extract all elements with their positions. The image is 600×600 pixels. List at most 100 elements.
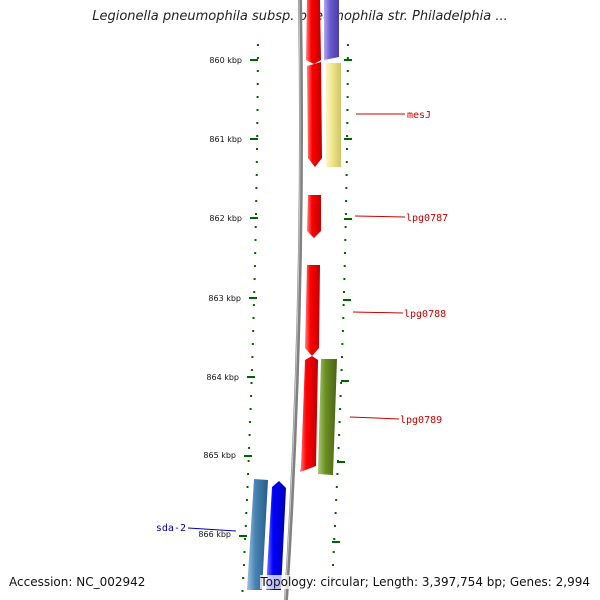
ruler-dot [346,57,349,59]
kbp-scale: 860 kbp 861 kbp 862 kbp 863 kbp 864 kbp … [198,56,258,539]
ruler-dot [256,122,259,124]
ruler-dot [336,473,339,475]
kbp-tick [239,535,247,537]
ruler-dot [256,96,259,98]
ruler-dot [342,304,345,306]
ruler-dot [256,70,259,72]
ruler-dot [242,577,245,579]
gene-feature-mesJ[interactable] [307,62,322,167]
ruler-dot [247,460,250,462]
gene-feature-steelblue[interactable] [247,479,268,590]
ruler-dot [344,226,347,228]
ruler-dot [250,382,253,384]
ruler-dot [251,343,254,345]
ruler-dot [332,564,334,566]
ruler-dot [256,148,258,150]
features [247,0,341,590]
ruler-dot [338,421,341,423]
ruler-dot [255,200,258,202]
ruler-dot [250,395,253,397]
ruler-dot [252,330,255,332]
ruler-dot [346,109,349,111]
gene-label-lpg0787[interactable]: lpg0787 [406,213,448,224]
ruler-dot [339,408,342,410]
ruler-dot [346,122,349,124]
kbp-label: 862 kbp [209,214,242,223]
ruler-dot [255,213,257,215]
ruler-dot [255,161,258,163]
ruler-dot [345,174,348,176]
ruler-dot [254,239,257,241]
backbone-line [284,0,304,600]
ruler-dot [346,148,348,150]
gene-label-sda-2[interactable]: sda-2 [156,523,186,534]
backbone-line-highlight [284,0,301,600]
ruler-dot [253,278,256,280]
ruler-dot [256,109,259,111]
ruler-dot [246,486,249,488]
ruler-dot [346,70,349,72]
ruler-dot [337,447,340,449]
gene-feature-purple[interactable] [324,0,339,60]
ruler-dot [244,525,247,527]
ruler-dot [345,187,348,189]
ruler-dot [250,369,253,371]
kbp-label: 866 kbp [198,530,231,539]
ruler-dot [249,421,252,423]
gene-feature-red[interactable] [306,0,321,64]
ruler-dot [341,330,344,332]
ruler-dot [253,265,256,267]
ruler-dot [254,252,257,254]
accession-text: Accession: NC_002942 [9,575,146,589]
ruler-dot [343,291,345,293]
ruler-dot [346,83,349,85]
ruler-dot [248,434,251,436]
ruler-dot [346,96,349,98]
ruler-dot [341,356,343,358]
ruler-dot [344,239,347,241]
ruler-dot [345,161,348,163]
ruler-dot [245,499,248,501]
ruler-dot [341,343,344,345]
ruler-dot [256,44,259,46]
ruler-dot [343,265,346,267]
kbp-tick [244,455,252,457]
kbp-tick [250,59,258,61]
ruler-dot [252,317,255,319]
kbp-tick [249,297,257,299]
genome-stats-text: Topology: circular; Length: 3,397,754 bp… [260,575,590,589]
ruler-dot [346,135,349,137]
ruler-dot [241,590,244,592]
ruler-dot [335,486,338,488]
ruler-dot [256,57,259,59]
gene-feature-sda-2[interactable] [266,481,286,590]
ruler-dot [332,551,335,553]
gene-label-mesJ[interactable]: mesJ [407,110,431,121]
ruler-dot [255,187,258,189]
ruler-dot [243,551,246,553]
ruler-dot [252,304,255,306]
ruler-dot [334,512,337,514]
ruler-dot [249,408,252,410]
ruler-dot [247,473,250,475]
gene-feature-khaki[interactable] [326,63,341,167]
kbp-tick [250,138,258,140]
ruler-dot [338,434,341,436]
gene-labels: mesJ lpg0787 lpg0788 lpg0789 sda-2 [156,110,448,534]
ruler-dot [346,44,349,46]
kbp-label: 863 kbp [208,294,241,303]
kbp-label: 864 kbp [206,373,239,382]
ruler-dot [254,226,257,228]
gene-label-lpg0788[interactable]: lpg0788 [404,309,446,320]
ruler-dot [334,525,336,527]
ruler-dot [333,538,336,540]
gene-label-lpg0789[interactable]: lpg0789 [400,415,442,426]
kbp-label: 860 kbp [209,56,242,65]
gene-feature-olive[interactable] [318,359,337,475]
ruler-dot [335,499,338,501]
ruler-dot [340,369,343,371]
gene-feature-lpg0787[interactable] [307,195,321,238]
gene-feature-lpg0789[interactable] [300,356,318,472]
gene-feature-lpg0788[interactable] [305,265,320,356]
